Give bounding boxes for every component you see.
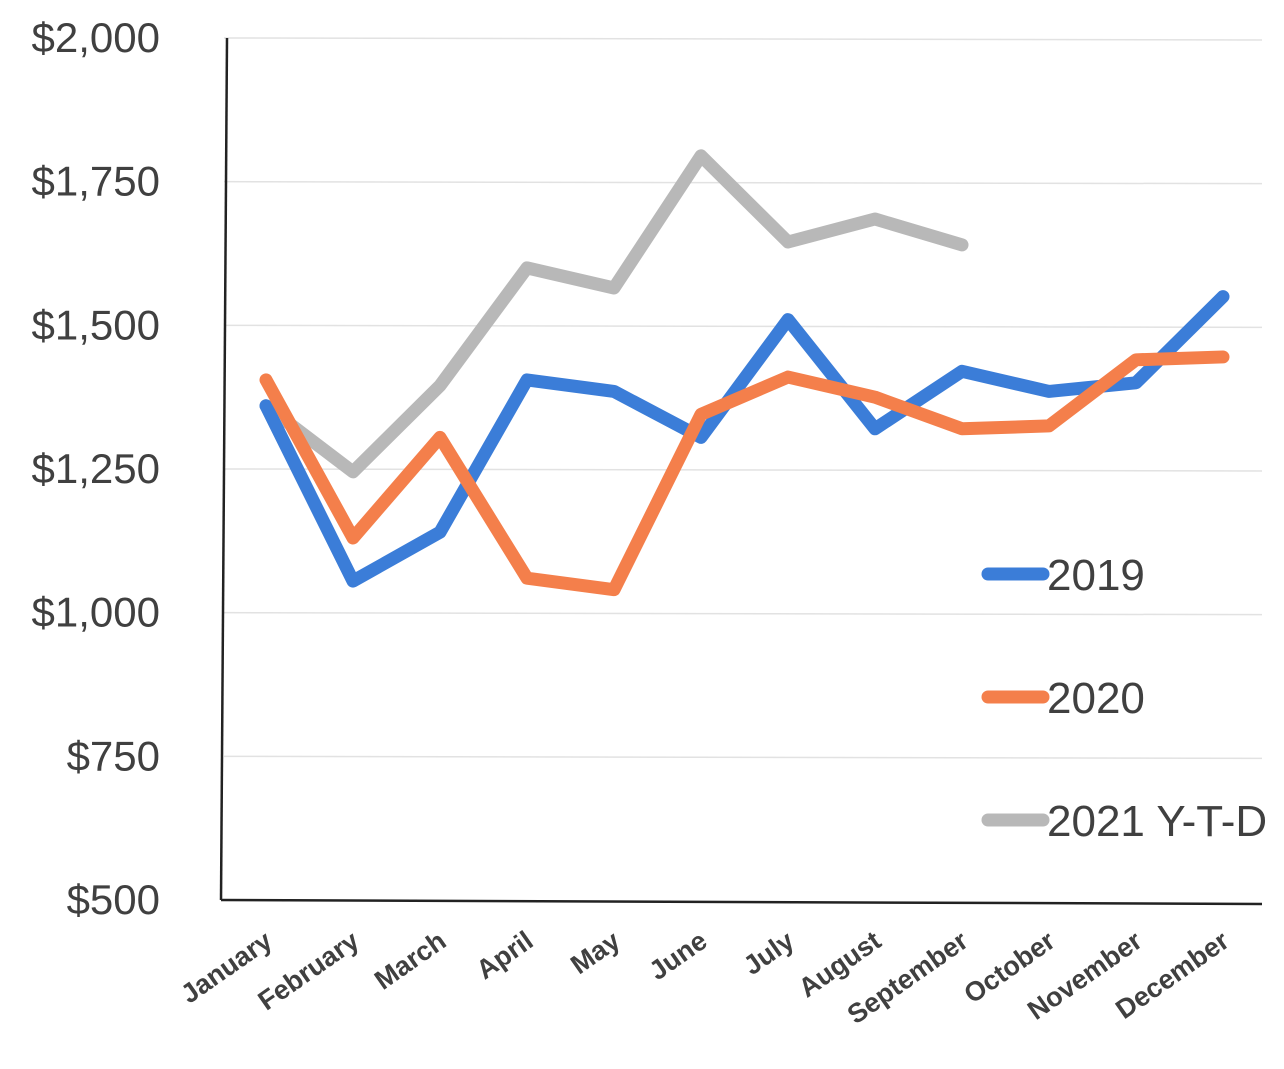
y-axis-ticks: $500 $750 $1,000 $1,250 $1,500 $1,750 $2,000 — [32, 14, 160, 923]
x-tick-label: April — [471, 925, 539, 985]
gridlines — [223, 37, 1263, 760]
y-tick-label: $2,000 — [32, 14, 160, 61]
series-lines — [259, 149, 1230, 597]
y-tick-label: $1,500 — [32, 301, 160, 348]
y-tick-label: $1,750 — [32, 158, 160, 205]
legend-label: 2021 Y-T-D — [1047, 797, 1267, 846]
axes — [219, 37, 1263, 906]
series-line-3 — [259, 149, 969, 479]
y-tick-label: $500 — [67, 876, 160, 923]
x-axis-line — [220, 898, 1263, 906]
y-tick-label: $1,000 — [32, 589, 160, 636]
gridline — [223, 324, 1263, 329]
legend-label: 2020 — [1047, 674, 1145, 723]
legend: 2019 2020 2021 Y-T-D — [981, 551, 1267, 846]
gridline — [223, 180, 1263, 185]
gridline — [223, 468, 1263, 472]
x-tick-label: June — [644, 925, 713, 986]
legend-label: 2019 — [1047, 551, 1145, 600]
gridline — [223, 611, 1263, 616]
x-tick-label: May — [565, 925, 625, 980]
x-tick-label: July — [738, 925, 799, 981]
gridline — [223, 37, 1263, 41]
y-tick-label: $750 — [67, 732, 160, 779]
y-axis-line — [219, 37, 229, 901]
series-line-2 — [259, 350, 1230, 597]
gridline — [223, 755, 1263, 760]
series-line-1 — [259, 290, 1230, 588]
x-tick-label: March — [369, 925, 451, 995]
y-tick-label: $1,250 — [32, 445, 160, 492]
